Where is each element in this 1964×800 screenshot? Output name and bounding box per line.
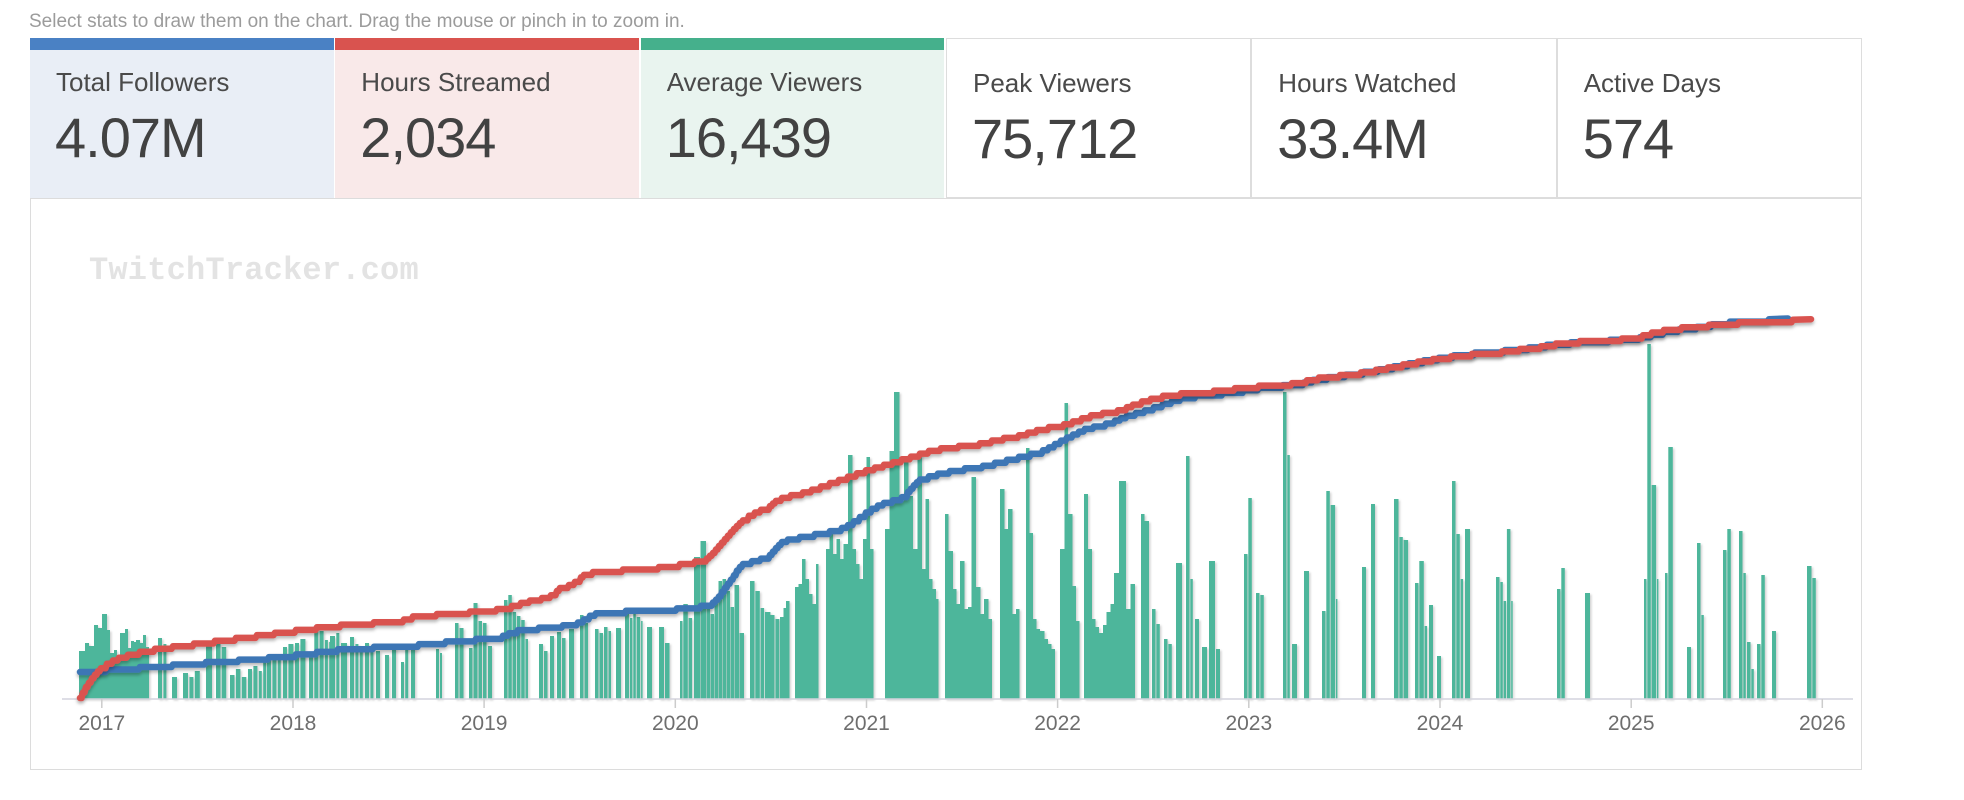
svg-text:2023: 2023 <box>1225 712 1272 735</box>
svg-text:2026: 2026 <box>1799 712 1846 735</box>
svg-text:2024: 2024 <box>1417 712 1464 735</box>
svg-text:2021: 2021 <box>843 712 890 735</box>
svg-text:2017: 2017 <box>78 712 125 735</box>
svg-text:2020: 2020 <box>652 712 699 735</box>
svg-text:2025: 2025 <box>1608 712 1655 735</box>
svg-text:2018: 2018 <box>270 712 317 735</box>
svg-text:2022: 2022 <box>1034 712 1081 735</box>
svg-text:2019: 2019 <box>461 712 508 735</box>
svg-text:TwitchTracker.com: TwitchTracker.com <box>89 252 419 289</box>
